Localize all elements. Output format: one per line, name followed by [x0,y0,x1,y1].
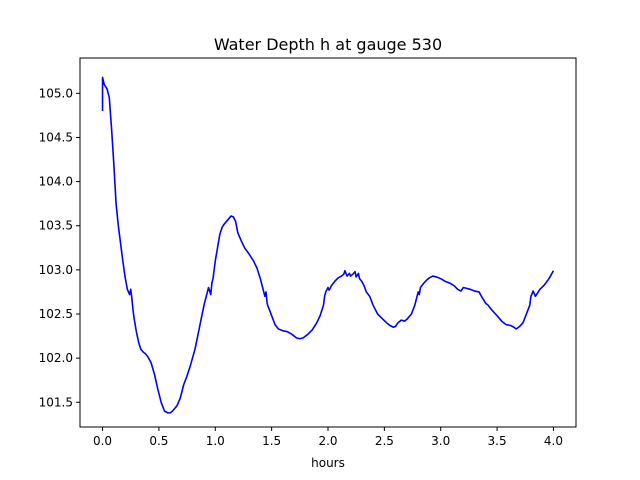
series-line [101,76,555,414]
x-tick-label: 0.0 [93,434,112,448]
x-tick-label: 1.5 [262,434,281,448]
y-tick-label: 104.5 [39,130,73,144]
x-axis: 0.0 0.5 1.0 1.5 2.0 2.5 3.0 3.5 4.0 [93,427,563,448]
x-tick-label: 3.0 [431,434,450,448]
y-tick-label: 103.5 [39,219,73,233]
x-tick-label: 2.5 [375,434,394,448]
y-axis: 101.5 102.0 102.5 103.0 103.5 104.0 104.5 105.0 [39,86,80,409]
y-tick-label: 104.0 [39,175,73,189]
y-tick-label: 102.0 [39,351,73,365]
x-tick-label: 3.5 [488,434,507,448]
y-tick-label: 101.5 [39,395,73,409]
y-tick-label: 102.5 [39,307,73,321]
y-tick-label: 103.0 [39,263,73,277]
x-tick-label: 1.0 [206,434,225,448]
x-tick-label: 4.0 [544,434,563,448]
y-tick-label: 105.0 [39,86,73,100]
x-axis-label: hours [311,456,345,470]
plot-area [101,76,555,414]
x-tick-label: 2.0 [318,434,337,448]
x-tick-label: 0.5 [149,434,168,448]
chart-title: Water Depth h at gauge 530 [214,35,442,54]
